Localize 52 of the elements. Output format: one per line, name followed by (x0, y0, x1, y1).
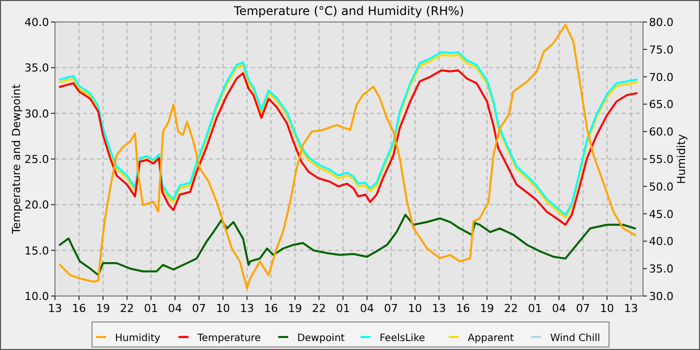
y-tick-label: 40.0 (24, 16, 49, 29)
x-tick-label: 04 (168, 302, 182, 315)
legend-label: Temperature (196, 333, 261, 344)
y2-tick-label: 65.0 (649, 98, 674, 112)
x-tick-label: 22 (120, 302, 134, 315)
y2-tick-label: 40.0 (649, 235, 674, 248)
y2-tick-label: 50.0 (649, 180, 674, 194)
legend-label: Apparent (468, 333, 514, 344)
y2-tick-label: 45.0 (649, 208, 674, 221)
x-tick-label: 19 (480, 302, 494, 315)
y-tick-label: 25.0 (24, 153, 49, 166)
x-tick-label: 10 (408, 302, 422, 315)
y-tick-label: 10.0 (24, 290, 49, 303)
x-tick-label: 01 (528, 302, 542, 315)
y2-tick-label: 35.0 (649, 262, 674, 276)
y-tick-label: 30.0 (24, 107, 49, 120)
y2-axis-title: Humidity (675, 134, 688, 184)
y2-tick-label: 60.0 (649, 126, 674, 139)
x-tick-label: 01 (336, 302, 350, 315)
x-tick-label: 16 (264, 302, 278, 315)
x-tick-label: 10 (216, 302, 230, 315)
x-tick-label: 19 (96, 302, 110, 315)
x-tick-label: 01 (144, 302, 158, 315)
x-tick-label: 13 (432, 302, 446, 315)
x-tick-label: 13 (48, 302, 62, 315)
y2-tick-label: 55.0 (649, 153, 674, 166)
chart-title: Temperature (°C) and Humidity (RH%) (232, 4, 464, 18)
y2-tick-label: 30.0 (649, 290, 674, 303)
x-tick-label: 16 (72, 302, 86, 315)
y2-tick-label: 70.0 (649, 70, 674, 84)
x-tick-label: 13 (624, 302, 638, 315)
x-tick-label: 04 (552, 302, 566, 315)
x-tick-label: 13 (240, 302, 254, 315)
y-tick-label: 35.0 (24, 62, 49, 75)
x-tick-label: 22 (312, 302, 326, 315)
x-tick-label: 07 (576, 302, 590, 315)
y-tick-label: 20.0 (24, 198, 49, 212)
y-axis-title: Temperature and Dewpoint (10, 83, 23, 235)
x-tick-label: 04 (360, 302, 374, 315)
x-tick-label: 19 (288, 302, 302, 315)
x-tick-label: 22 (504, 302, 518, 315)
x-tick-label: 10 (600, 302, 614, 315)
y2-tick-label: 80.0 (649, 16, 674, 29)
y2-tick-label: 75.0 (649, 43, 674, 56)
y-tick-label: 15.0 (24, 244, 49, 258)
legend-label: Wind Chill (550, 333, 600, 344)
legend-label: FeelsLike (380, 333, 426, 344)
x-tick-label: 07 (384, 302, 398, 315)
x-tick-label: 07 (192, 302, 206, 315)
legend-label: Dewpoint (297, 333, 345, 344)
legend-label: Humidity (115, 333, 160, 344)
x-tick-label: 16 (456, 302, 470, 315)
